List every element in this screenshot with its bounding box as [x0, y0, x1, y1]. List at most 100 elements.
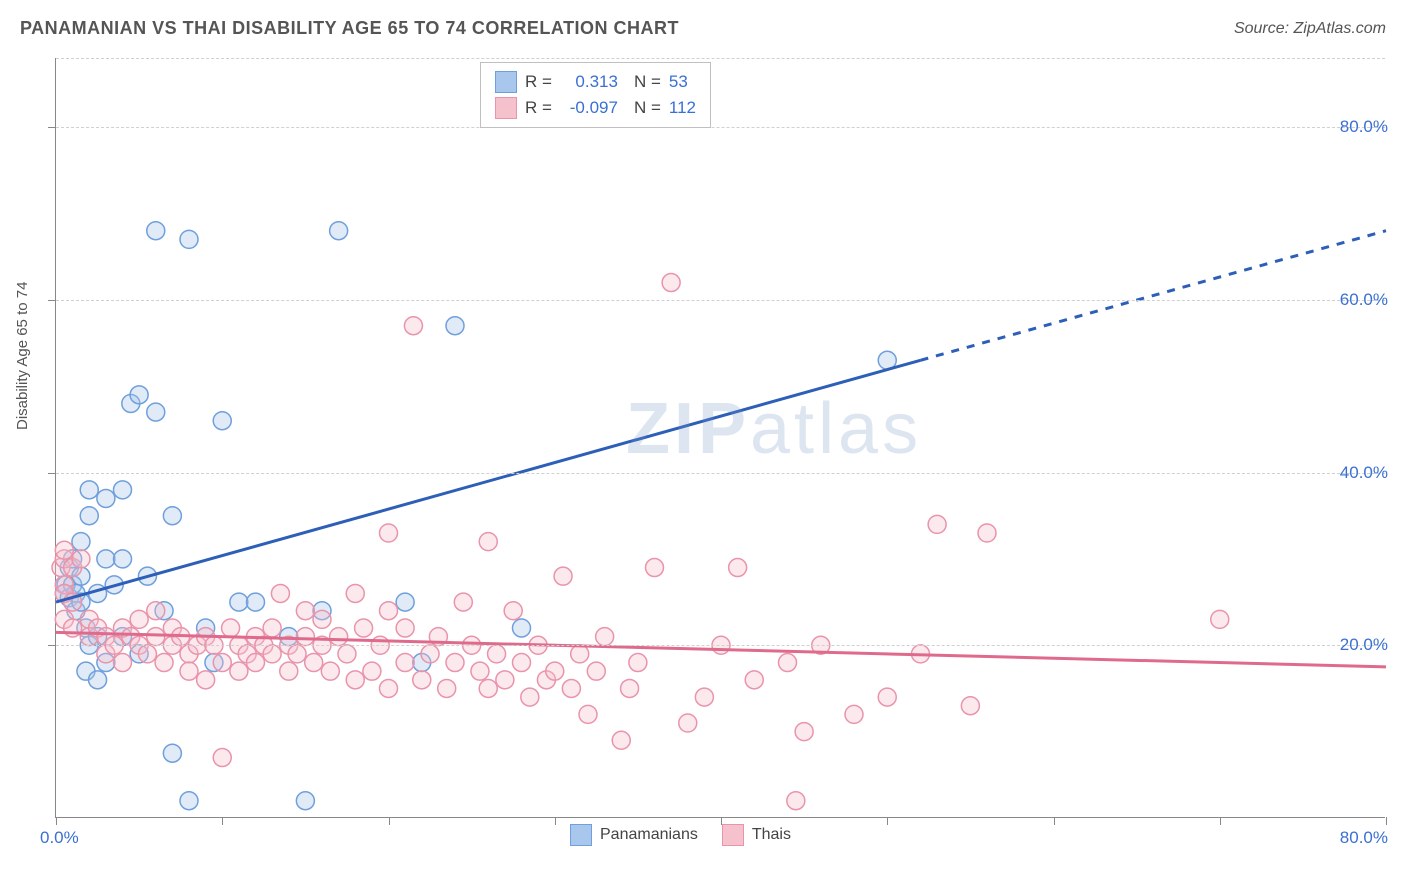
scatter-point	[421, 645, 439, 663]
legend-r-label: R =	[525, 95, 552, 121]
scatter-point	[662, 274, 680, 292]
scatter-point	[587, 662, 605, 680]
legend-bottom-swatch-1	[722, 824, 744, 846]
scatter-point	[413, 671, 431, 689]
scatter-point	[629, 654, 647, 672]
legend-top: R = 0.313 N = 53 R = -0.097 N = 112	[480, 62, 711, 128]
scatter-point	[114, 550, 132, 568]
trend-line	[56, 360, 921, 602]
y-tick-label: 80.0%	[1340, 117, 1388, 137]
legend-row-1: R = -0.097 N = 112	[495, 95, 696, 121]
scatter-point	[147, 222, 165, 240]
scatter-point	[97, 550, 115, 568]
scatter-point	[230, 662, 248, 680]
scatter-point	[621, 679, 639, 697]
legend-r-value-1: -0.097	[560, 95, 618, 121]
scatter-point	[679, 714, 697, 732]
scatter-point	[961, 697, 979, 715]
scatter-point	[313, 610, 331, 628]
scatter-point	[222, 619, 240, 637]
scatter-point	[72, 533, 90, 551]
scatter-point	[55, 541, 73, 559]
scatter-point	[305, 654, 323, 672]
scatter-point	[496, 671, 514, 689]
scatter-point	[779, 654, 797, 672]
scatter-point	[147, 403, 165, 421]
scatter-point	[155, 654, 173, 672]
legend-bottom-swatch-0	[570, 824, 592, 846]
scatter-point	[330, 222, 348, 240]
scatter-point	[338, 645, 356, 663]
scatter-point	[247, 593, 265, 611]
legend-bottom-label-1: Thais	[752, 826, 791, 844]
scatter-point	[646, 559, 664, 577]
scatter-point	[138, 645, 156, 663]
chart-header: PANAMANIAN VS THAI DISABILITY AGE 65 TO …	[20, 18, 1386, 39]
legend-bottom-label-0: Panamanians	[600, 826, 698, 844]
scatter-point	[288, 645, 306, 663]
scatter-point	[321, 662, 339, 680]
scatter-point	[845, 705, 863, 723]
scatter-point	[745, 671, 763, 689]
x-end-label: 80.0%	[1340, 828, 1388, 848]
scatter-point	[271, 584, 289, 602]
y-tick-label: 20.0%	[1340, 635, 1388, 655]
legend-n-label: N =	[634, 95, 661, 121]
legend-bottom-item-1: Thais	[722, 824, 791, 846]
chart-title: PANAMANIAN VS THAI DISABILITY AGE 65 TO …	[20, 18, 679, 39]
scatter-point	[612, 731, 630, 749]
scatter-point	[438, 679, 456, 697]
scatter-point	[163, 507, 181, 525]
scatter-point	[296, 792, 314, 810]
scatter-point	[579, 705, 597, 723]
trend-line-dashed	[921, 231, 1387, 361]
scatter-point	[404, 317, 422, 335]
scatter-point	[72, 550, 90, 568]
scatter-point	[396, 619, 414, 637]
legend-bottom: Panamanians Thais	[570, 824, 791, 846]
plot-svg	[56, 58, 1385, 817]
scatter-point	[89, 671, 107, 689]
scatter-point	[363, 662, 381, 680]
scatter-point	[80, 481, 98, 499]
scatter-point	[479, 679, 497, 697]
scatter-point	[571, 645, 589, 663]
scatter-point	[521, 688, 539, 706]
scatter-point	[130, 386, 148, 404]
scatter-point	[396, 593, 414, 611]
scatter-point	[330, 628, 348, 646]
scatter-point	[380, 524, 398, 542]
scatter-point	[147, 602, 165, 620]
scatter-point	[380, 679, 398, 697]
scatter-point	[446, 317, 464, 335]
legend-n-value-0: 53	[669, 69, 688, 95]
scatter-point	[513, 654, 531, 672]
scatter-point	[479, 533, 497, 551]
plot-area: ZIPatlas	[55, 58, 1385, 818]
scatter-point	[280, 662, 298, 680]
scatter-point	[180, 792, 198, 810]
source-label: Source: ZipAtlas.com	[1234, 20, 1386, 38]
scatter-point	[355, 619, 373, 637]
legend-r-value-0: 0.313	[560, 69, 618, 95]
x-origin-label: 0.0%	[40, 828, 79, 848]
scatter-point	[787, 792, 805, 810]
scatter-point	[263, 619, 281, 637]
scatter-point	[878, 688, 896, 706]
scatter-point	[729, 559, 747, 577]
scatter-point	[504, 602, 522, 620]
legend-swatch-1	[495, 97, 517, 119]
scatter-point	[562, 679, 580, 697]
scatter-point	[928, 515, 946, 533]
legend-swatch-0	[495, 71, 517, 93]
scatter-point	[197, 671, 215, 689]
scatter-point	[163, 744, 181, 762]
scatter-point	[230, 593, 248, 611]
scatter-point	[346, 584, 364, 602]
scatter-point	[488, 645, 506, 663]
scatter-point	[130, 610, 148, 628]
legend-n-label: N =	[634, 69, 661, 95]
scatter-point	[213, 749, 231, 767]
scatter-point	[114, 481, 132, 499]
scatter-point	[380, 602, 398, 620]
